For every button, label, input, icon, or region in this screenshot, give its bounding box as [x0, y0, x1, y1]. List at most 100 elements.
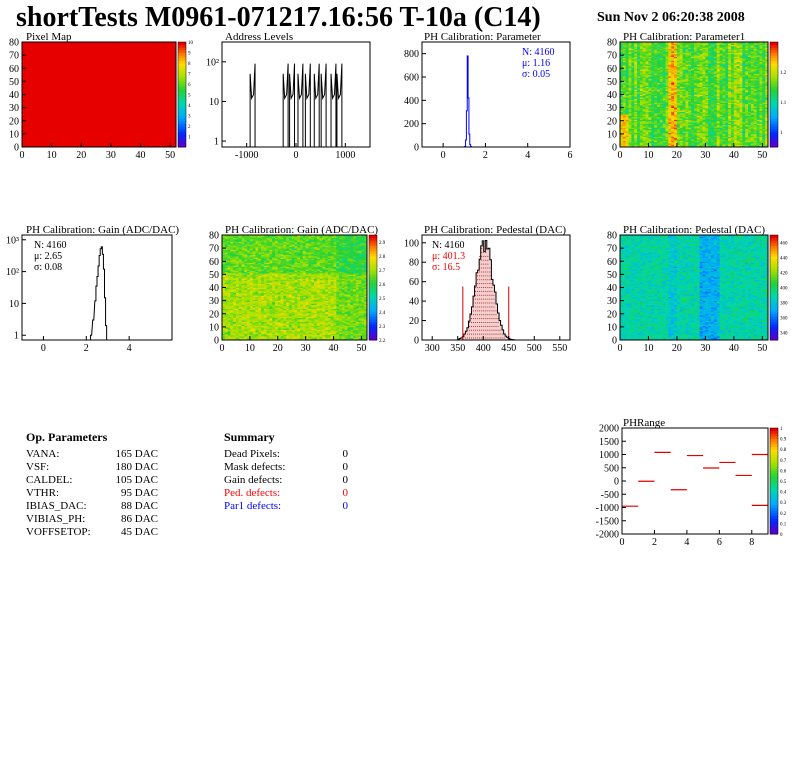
heatmap-cell [134, 139, 138, 141]
heatmap-cell [84, 123, 88, 126]
heatmap-cell [63, 99, 67, 102]
heatmap-cell [149, 81, 153, 84]
heatmap-cell [104, 122, 109, 124]
heatmap-cell [628, 105, 632, 107]
heatmap-cell [75, 52, 79, 55]
heatmap-cell [33, 105, 38, 107]
heatmap-cell [104, 63, 109, 65]
heatmap-cell [642, 90, 647, 93]
heatmap-cell [27, 131, 32, 133]
heatmap-cell [90, 95, 94, 98]
heatmap-cell [45, 137, 50, 140]
heatmap-cell [33, 129, 38, 132]
heatmap-cell [87, 73, 91, 76]
heatmap-cell [101, 55, 106, 57]
heatmap-cell [131, 114, 135, 116]
heatmap-cell [99, 56, 103, 59]
heatmap-cell [622, 103, 627, 106]
heatmap-cell [90, 60, 94, 63]
heatmap-cell [146, 91, 150, 94]
heatmap-cell [137, 84, 141, 86]
heatmap-cell [143, 120, 147, 123]
heatmap-cell [66, 123, 70, 126]
heatmap-cell [125, 122, 130, 124]
heatmap-cell [39, 94, 44, 97]
heatmap-cell [54, 53, 58, 56]
heatmap-cell [173, 68, 177, 70]
heatmap-cell [622, 97, 627, 99]
heatmap-cell [131, 105, 135, 107]
heatmap-cell [622, 87, 627, 90]
heatmap-cell [99, 137, 103, 140]
heatmap-cell [137, 126, 141, 128]
heatmap-cell [628, 73, 632, 76]
heatmap-cell [84, 140, 88, 143]
heatmap-cell [63, 95, 67, 98]
heatmap-cell [628, 110, 632, 112]
heatmap-cell [51, 81, 55, 84]
heatmap-cell [45, 78, 50, 81]
heatmap-cell [155, 89, 159, 91]
heatmap-cell [75, 102, 79, 105]
heatmap-cell [620, 70, 624, 73]
heatmap-cell [39, 128, 44, 131]
heatmap-cell [39, 64, 44, 67]
heatmap-cell [57, 66, 61, 69]
heatmap-cell [149, 118, 153, 120]
heatmap-cell [173, 47, 177, 49]
heatmap-cell [642, 77, 647, 80]
heatmap-cell [87, 128, 91, 131]
heatmap-cell [33, 51, 38, 53]
heatmap-cell [24, 72, 29, 74]
heatmap-cell [137, 119, 141, 122]
colorbar-cell [178, 63, 186, 67]
heatmap-cell [30, 77, 35, 80]
heatmap-cell [634, 55, 638, 57]
heatmap-cell [90, 140, 94, 143]
colorbar-label: 8 [188, 62, 191, 67]
heatmap-cell [90, 44, 94, 47]
heatmap-cell [90, 87, 94, 90]
heatmap-cell [119, 122, 124, 124]
colorbar-cell [178, 55, 186, 59]
heatmap-cell [45, 101, 50, 103]
heatmap-cell [99, 107, 103, 110]
heatmap-cell [104, 82, 109, 85]
heatmap-cell [84, 119, 88, 122]
heatmap-cell [60, 70, 64, 73]
heatmap-cell [119, 78, 124, 81]
heatmap-cell [125, 87, 130, 90]
heatmap-cell [628, 114, 632, 116]
heatmap-cell [101, 90, 106, 93]
heatmap-cell [72, 143, 76, 145]
heatmap-cell [45, 53, 50, 56]
heatmap-cell [110, 120, 115, 123]
heatmap-cell [42, 60, 47, 63]
heatmap-cell [30, 84, 35, 86]
heatmap-cell [60, 123, 64, 126]
heatmap-cell [33, 98, 38, 101]
heatmap-cell [63, 115, 67, 118]
heatmap-cell [122, 65, 127, 68]
heatmap-cell [51, 74, 55, 77]
heatmap-cell [63, 68, 67, 70]
heatmap-cell [620, 115, 624, 118]
heatmap-cell [90, 124, 94, 127]
heatmap-cell [161, 47, 165, 49]
heatmap-cell [69, 48, 73, 51]
heatmap-cell [39, 42, 44, 44]
heatmap-cell [99, 144, 103, 147]
heatmap-cell [54, 105, 58, 107]
heatmap-cell [87, 139, 91, 141]
heatmap-cell [170, 140, 174, 143]
heatmap-cell [75, 143, 79, 145]
heatmap-cell [48, 135, 53, 137]
heatmap-cell [104, 69, 109, 72]
heatmap-cell [99, 101, 103, 103]
heatmap-cell [54, 89, 58, 91]
heatmap-cell [146, 135, 150, 137]
heatmap-cell [51, 72, 55, 74]
heatmap-cell [24, 47, 29, 49]
heatmap-cell [634, 132, 638, 135]
heatmap-cell [113, 87, 118, 90]
